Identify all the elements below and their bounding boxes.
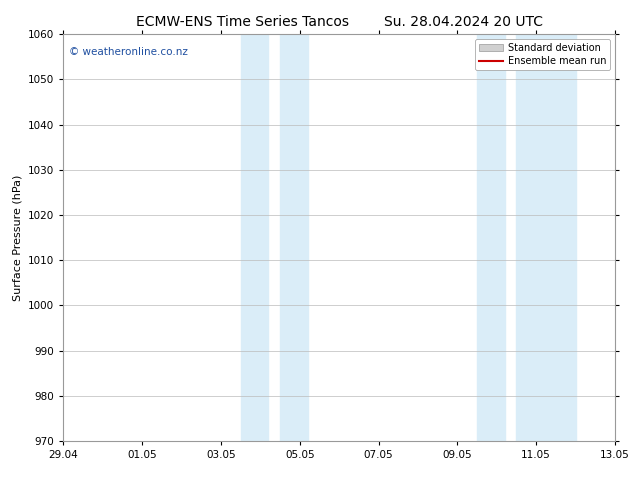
Bar xyxy=(241,34,268,441)
Bar xyxy=(280,34,307,441)
Bar xyxy=(517,34,576,441)
Legend: Standard deviation, Ensemble mean run: Standard deviation, Ensemble mean run xyxy=(475,39,610,70)
Title: ECMW-ENS Time Series Tancos        Su. 28.04.2024 20 UTC: ECMW-ENS Time Series Tancos Su. 28.04.20… xyxy=(136,15,543,29)
Y-axis label: Surface Pressure (hPa): Surface Pressure (hPa) xyxy=(13,174,23,301)
Bar xyxy=(477,34,505,441)
Text: © weatheronline.co.nz: © weatheronline.co.nz xyxy=(69,47,188,56)
